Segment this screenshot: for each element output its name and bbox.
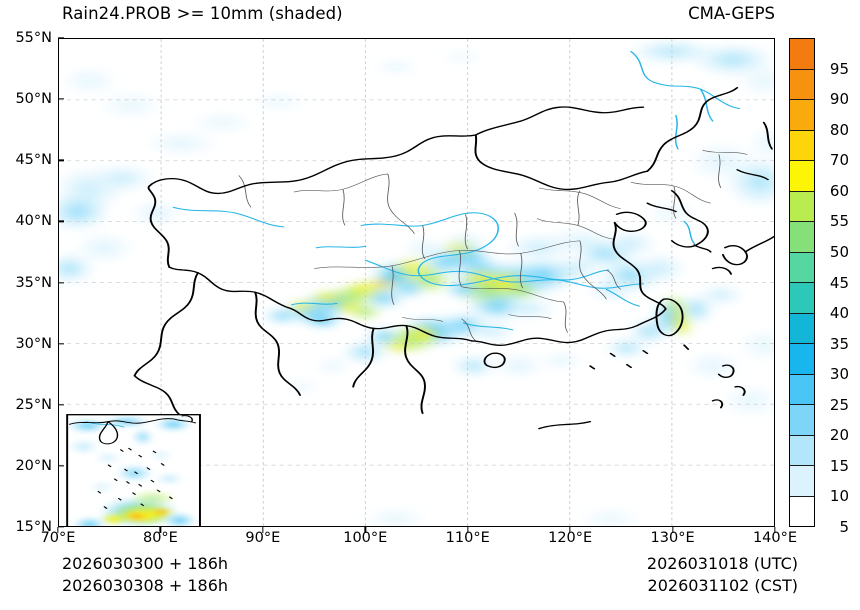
colorbar-tick-label: 35 (829, 334, 849, 353)
colorbar-tick-label: 90 (829, 90, 849, 109)
colorbar-tick-label: 60 (829, 181, 849, 200)
colorbar-tick-label: 5 (839, 518, 849, 536)
colorbar-tick-labels: 95 90 80 70 60 55 50 45 40 35 30 25 20 15 10 5 (819, 38, 859, 536)
y-axis-tick-mark (58, 98, 64, 100)
x-axis-tick-label: 80°E (142, 530, 178, 546)
x-axis-tick-label: 140°E (752, 530, 798, 546)
y-axis-tick-mark (58, 220, 64, 223)
x-axis-tick-mark (364, 527, 366, 533)
x-axis-tick-mark (671, 527, 674, 533)
valid-time-utc-label: 2026031018 (UTC) (646, 554, 798, 573)
x-axis-tick-label: 110°E (445, 530, 490, 546)
x-axis-tick-label: 70°E (40, 530, 76, 546)
colorbar-band (790, 222, 814, 253)
x-axis-tick-labels: 70°E 80°E 90°E 100°E 110°E 120°E 130°E 140°E (41, 530, 797, 554)
x-axis-tick-label: 90°E (245, 530, 281, 546)
y-axis-tick-label: 40°N (15, 213, 52, 230)
y-axis-tick-mark (58, 526, 64, 528)
chart-title: Rain24.PROB >= 10mm (shaded) (62, 4, 343, 23)
colorbar-band (790, 191, 814, 222)
colorbar-tick-label: 80 (829, 120, 849, 139)
river-lines (172, 51, 741, 331)
colorbar-tick-label: 55 (829, 212, 849, 231)
y-axis-tick-mark (58, 159, 64, 161)
y-axis-tick-mark (58, 281, 64, 284)
colorbar-band (790, 374, 814, 405)
colorbar-tick-label: 95 (829, 59, 849, 78)
colorbar-band (790, 496, 814, 526)
y-axis-tick-label: 55°N (15, 30, 52, 46)
colorbar-tick-label: 40 (829, 304, 849, 323)
x-axis-tick-mark (569, 527, 571, 533)
y-axis-tick-label: 25°N (15, 396, 52, 413)
colorbar-tick-label: 30 (829, 365, 849, 384)
map-plot-area[interactable] (58, 38, 775, 527)
y-axis-tick-mark (58, 404, 64, 406)
colorbar-band (790, 69, 814, 100)
colorbar-band (790, 435, 814, 466)
colorbar-tick-label: 45 (829, 273, 849, 292)
x-axis-tick-mark (262, 527, 264, 533)
y-axis-tick-label: 30°N (15, 335, 52, 352)
x-axis-tick-mark (467, 527, 469, 533)
national-border-and-coastline (133, 87, 774, 430)
colorbar-tick-label: 50 (829, 242, 849, 261)
colorbar-band (790, 161, 814, 192)
y-axis-tick-mark (58, 37, 64, 39)
colorbar-band (790, 313, 814, 344)
colorbar-band (790, 466, 814, 497)
colorbar-band (790, 252, 814, 283)
init-time-utc-label: 2026030300 + 186h (62, 554, 229, 573)
colorbar-band (790, 344, 814, 375)
model-name-label: CMA-GEPS (688, 4, 775, 23)
colorbar[interactable] (789, 38, 815, 527)
x-axis-tick-label: 100°E (343, 530, 388, 546)
precipitation-probability-map (59, 39, 774, 526)
colorbar-band (790, 405, 814, 436)
colorbar-tick-label: 25 (829, 395, 849, 414)
x-axis-tick-label: 120°E (548, 530, 593, 546)
y-axis-tick-mark (58, 342, 64, 345)
y-axis-tick-label: 50°N (15, 91, 52, 108)
colorbar-band (790, 39, 814, 70)
valid-time-cst-label: 2026031102 (CST) (647, 576, 798, 595)
y-axis-tick-mark (58, 465, 64, 467)
y-axis-tick-labels: 15°N 20°N 25°N 30°N 35°N 40°N 45°N 50°N 55°N (0, 30, 52, 535)
init-time-cst-label: 2026030308 + 186h (62, 576, 229, 595)
x-axis-tick-mark (57, 527, 59, 533)
province-borders (238, 150, 748, 342)
x-axis-tick-mark (774, 527, 776, 533)
colorbar-tick-label: 70 (829, 151, 849, 170)
colorbar-band (790, 283, 814, 314)
y-axis-tick-label: 20°N (15, 457, 52, 474)
x-axis-tick-mark (159, 527, 162, 533)
south-china-sea-inset (66, 414, 201, 526)
colorbar-tick-label: 20 (829, 426, 849, 445)
y-axis-tick-label: 15°N (15, 519, 52, 535)
x-axis-tick-label: 130°E (650, 530, 695, 546)
colorbar-band (790, 100, 814, 131)
y-axis-tick-label: 35°N (15, 274, 52, 291)
colorbar-tick-label: 15 (829, 456, 849, 475)
colorbar-tick-label: 10 (829, 487, 849, 506)
y-axis-tick-label: 45°N (15, 152, 52, 169)
colorbar-band (790, 130, 814, 161)
